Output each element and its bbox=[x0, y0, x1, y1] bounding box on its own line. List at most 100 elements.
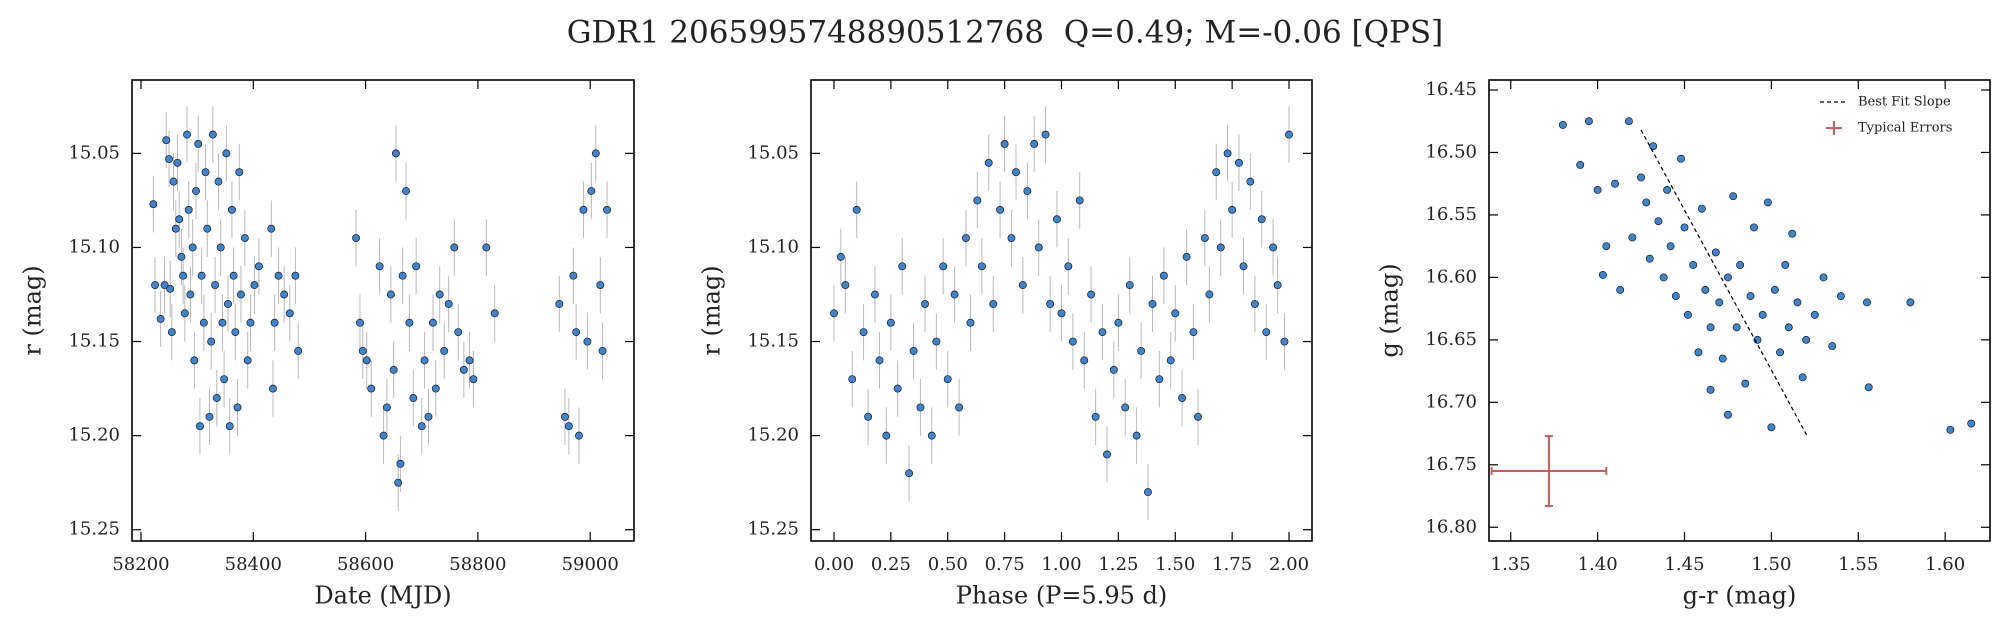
data-point bbox=[1967, 419, 1976, 428]
data-point bbox=[214, 177, 223, 186]
chart-title: GDR1 2065995748890512768 Q=0.49; M=-0.06… bbox=[567, 15, 1443, 51]
data-point bbox=[379, 431, 388, 440]
data-point bbox=[1194, 412, 1202, 421]
x-tick-label: 1.50 bbox=[1751, 554, 1791, 575]
data-point bbox=[1663, 185, 1672, 194]
data-point bbox=[431, 384, 440, 393]
data-point bbox=[1649, 142, 1658, 151]
data-point bbox=[882, 431, 891, 440]
x-tick-label: 0.25 bbox=[871, 554, 911, 575]
data-point bbox=[173, 158, 182, 167]
data-point bbox=[429, 318, 437, 327]
data-point bbox=[1000, 140, 1009, 148]
data-point bbox=[356, 318, 364, 327]
data-point bbox=[1624, 117, 1633, 126]
data-point bbox=[166, 284, 175, 293]
data-point bbox=[943, 375, 952, 384]
data-point bbox=[1694, 348, 1703, 357]
data-point bbox=[572, 328, 581, 337]
data-point bbox=[1645, 254, 1654, 263]
data-point bbox=[291, 271, 300, 280]
y-tick-label: 15.20 bbox=[68, 425, 120, 446]
data-point bbox=[229, 271, 238, 280]
data-point bbox=[175, 215, 184, 224]
data-point bbox=[848, 375, 857, 384]
x-tick-label: 58400 bbox=[225, 554, 282, 575]
data-point bbox=[1132, 431, 1141, 440]
data-point bbox=[482, 243, 491, 252]
data-point bbox=[1159, 271, 1168, 280]
data-point bbox=[955, 403, 964, 412]
x-tick-label: 0.75 bbox=[985, 554, 1025, 575]
data-point bbox=[583, 337, 592, 346]
data-point bbox=[391, 149, 400, 158]
data-point bbox=[233, 403, 242, 412]
data-point bbox=[490, 309, 499, 318]
data-point bbox=[420, 356, 429, 365]
y-tick-label: 16.70 bbox=[1425, 391, 1477, 412]
data-point bbox=[184, 205, 193, 214]
data-point bbox=[1075, 196, 1084, 205]
data-point bbox=[875, 356, 884, 365]
data-point bbox=[603, 205, 611, 214]
data-point bbox=[246, 318, 255, 327]
data-point bbox=[183, 130, 191, 139]
y-tick-label: 16.65 bbox=[1425, 329, 1477, 350]
data-point bbox=[1064, 262, 1073, 271]
data-point bbox=[274, 271, 283, 280]
data-point bbox=[1750, 223, 1758, 232]
data-point bbox=[151, 281, 159, 290]
data-point bbox=[1121, 403, 1130, 412]
data-point bbox=[1012, 168, 1020, 177]
data-point bbox=[1732, 323, 1741, 332]
data-point bbox=[417, 422, 426, 431]
data-point bbox=[1216, 243, 1225, 252]
data-point bbox=[171, 224, 180, 233]
data-point bbox=[1746, 292, 1755, 301]
data-point bbox=[459, 365, 468, 374]
data-point bbox=[1018, 281, 1027, 290]
data-point bbox=[1212, 168, 1221, 177]
data-point bbox=[1701, 285, 1710, 294]
x-tick-label: 1.60 bbox=[1925, 554, 1965, 575]
data-point bbox=[905, 469, 914, 478]
y-tick-label: 16.75 bbox=[1425, 454, 1477, 475]
data-point bbox=[190, 356, 199, 365]
data-point bbox=[1666, 242, 1675, 251]
data-point bbox=[1723, 410, 1732, 419]
x-axis-label: Phase (P=5.95 d) bbox=[956, 582, 1167, 610]
data-point bbox=[1280, 337, 1289, 346]
x-tick-label: 59000 bbox=[562, 554, 619, 575]
data-point bbox=[1262, 328, 1271, 337]
y-tick-label: 15.10 bbox=[747, 236, 799, 257]
y-tick-label: 15.25 bbox=[747, 519, 799, 540]
data-point bbox=[1659, 273, 1668, 282]
fit-line bbox=[1640, 129, 1809, 438]
data-point bbox=[1828, 342, 1837, 351]
y-tick-label: 16.45 bbox=[1425, 79, 1477, 100]
data-point bbox=[1023, 187, 1032, 195]
data-point bbox=[1946, 425, 1955, 434]
data-point bbox=[450, 243, 459, 252]
y-tick-label: 16.50 bbox=[1425, 141, 1477, 162]
data-point bbox=[1052, 215, 1061, 224]
y-axis-label: g (mag) bbox=[1376, 263, 1404, 357]
x-tick-label: 1.35 bbox=[1491, 554, 1531, 575]
data-point bbox=[564, 422, 573, 431]
data-point bbox=[454, 328, 463, 337]
data-point bbox=[1684, 310, 1692, 319]
data-point bbox=[1273, 281, 1282, 290]
data-point bbox=[1189, 328, 1198, 337]
y-tick-label: 15.05 bbox=[68, 142, 120, 163]
data-point bbox=[1046, 299, 1055, 308]
data-point bbox=[1155, 375, 1164, 384]
data-point bbox=[1802, 335, 1811, 344]
data-point bbox=[201, 168, 210, 177]
data-point bbox=[220, 375, 229, 384]
data-point bbox=[1114, 318, 1123, 327]
data-point bbox=[1103, 450, 1111, 459]
x-tick-label: 1.55 bbox=[1838, 554, 1878, 575]
data-point bbox=[927, 431, 936, 440]
data-point bbox=[235, 168, 244, 177]
data-point bbox=[386, 290, 395, 299]
